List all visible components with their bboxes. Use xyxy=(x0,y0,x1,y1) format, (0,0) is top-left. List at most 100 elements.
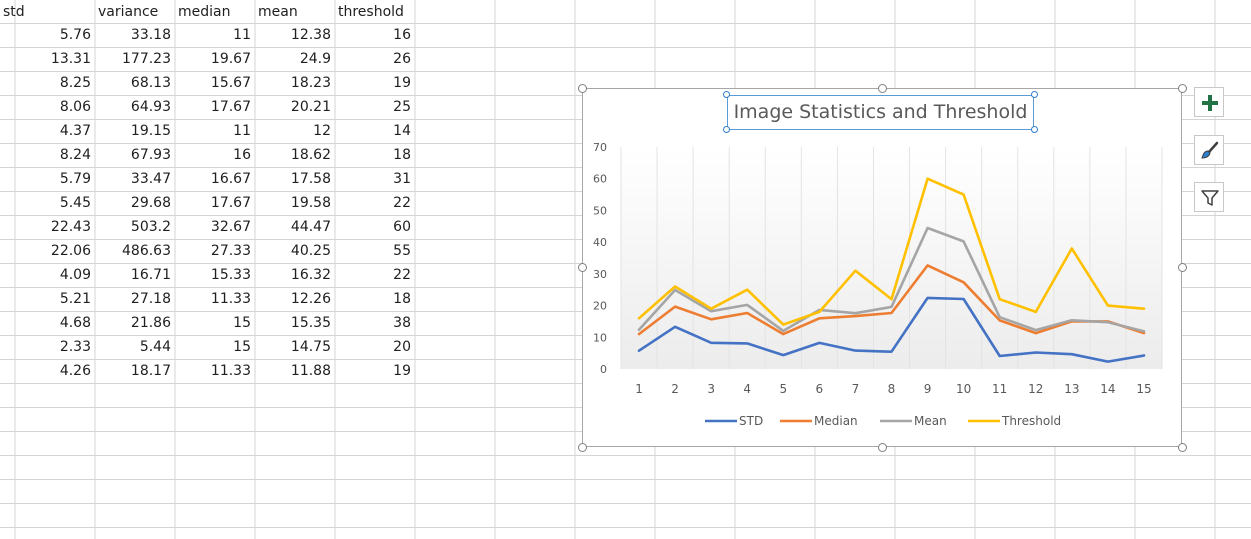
data-cell[interactable]: 18 xyxy=(393,291,411,307)
data-cell[interactable]: 22.43 xyxy=(50,219,91,235)
data-cell[interactable]: 14.75 xyxy=(290,339,331,355)
data-cell[interactable]: 5.45 xyxy=(59,195,91,211)
chart-resize-handle-top[interactable] xyxy=(878,84,887,93)
legend-entry-std[interactable]: STD xyxy=(705,414,763,428)
chart-resize-handle-top-left[interactable] xyxy=(578,84,587,93)
data-cell[interactable]: 27.33 xyxy=(210,243,251,259)
data-cell[interactable]: 19.58 xyxy=(290,195,331,211)
data-cell[interactable]: 20 xyxy=(393,339,411,355)
column-header-cell[interactable]: std xyxy=(3,4,25,20)
data-cell[interactable]: 15 xyxy=(233,315,251,331)
data-cell[interactable]: 15 xyxy=(233,339,251,355)
column-header-cell[interactable]: variance xyxy=(98,4,159,20)
data-cell[interactable]: 38 xyxy=(393,315,411,331)
data-cell[interactable]: 44.47 xyxy=(290,219,331,235)
data-cell[interactable]: 31 xyxy=(393,171,411,187)
data-cell[interactable]: 5.44 xyxy=(139,339,171,355)
data-cell[interactable]: 11.33 xyxy=(210,363,251,379)
data-cell[interactable]: 55 xyxy=(393,243,411,259)
data-cell[interactable]: 5.76 xyxy=(59,27,91,43)
data-cell[interactable]: 4.09 xyxy=(59,267,91,283)
title-resize-handle[interactable] xyxy=(1031,126,1038,133)
data-cell[interactable]: 11 xyxy=(233,27,251,43)
data-cell[interactable]: 68.13 xyxy=(130,75,171,91)
data-cell[interactable]: 27.18 xyxy=(130,291,171,307)
chart-styles-button[interactable] xyxy=(1194,135,1224,165)
data-cell[interactable]: 16.32 xyxy=(290,267,331,283)
legend-entry-threshold[interactable]: Threshold xyxy=(968,414,1061,428)
chart-title[interactable]: Image Statistics and Threshold xyxy=(727,95,1034,130)
data-cell[interactable]: 8.06 xyxy=(59,99,91,115)
data-cell[interactable]: 29.68 xyxy=(130,195,171,211)
data-cell[interactable]: 12 xyxy=(313,123,331,139)
data-cell[interactable]: 11.88 xyxy=(290,363,331,379)
chart-resize-handle-left[interactable] xyxy=(578,263,587,272)
data-cell[interactable]: 15.67 xyxy=(210,75,251,91)
data-cell[interactable]: 40.25 xyxy=(290,243,331,259)
data-cell[interactable]: 16 xyxy=(393,27,411,43)
data-cell[interactable]: 60 xyxy=(393,219,411,235)
data-cell[interactable]: 18.62 xyxy=(290,147,331,163)
data-cell[interactable]: 4.68 xyxy=(59,315,91,331)
chart-filters-button[interactable] xyxy=(1194,182,1224,212)
data-cell[interactable]: 21.86 xyxy=(130,315,171,331)
data-cell[interactable]: 16.71 xyxy=(130,267,171,283)
title-resize-handle[interactable] xyxy=(723,126,730,133)
data-cell[interactable]: 32.67 xyxy=(210,219,251,235)
data-cell[interactable]: 18.23 xyxy=(290,75,331,91)
data-cell[interactable]: 16 xyxy=(233,147,251,163)
data-cell[interactable]: 24.9 xyxy=(299,51,331,67)
data-cell[interactable]: 18.17 xyxy=(130,363,171,379)
data-cell[interactable]: 25 xyxy=(393,99,411,115)
data-cell[interactable]: 18 xyxy=(393,147,411,163)
data-cell[interactable]: 13.31 xyxy=(50,51,91,67)
data-cell[interactable]: 19.15 xyxy=(130,123,171,139)
chart-resize-handle-bottom-left[interactable] xyxy=(578,443,587,452)
data-cell[interactable]: 14 xyxy=(393,123,411,139)
data-cell[interactable]: 17.58 xyxy=(290,171,331,187)
data-cell[interactable]: 12.26 xyxy=(290,291,331,307)
chart-resize-handle-bottom-right[interactable] xyxy=(1178,443,1187,452)
data-cell[interactable]: 16.67 xyxy=(210,171,251,187)
chart-elements-button[interactable] xyxy=(1194,87,1224,117)
data-cell[interactable]: 15.35 xyxy=(290,315,331,331)
data-cell[interactable]: 4.26 xyxy=(59,363,91,379)
data-cell[interactable]: 11 xyxy=(233,123,251,139)
data-cell[interactable]: 8.24 xyxy=(59,147,91,163)
series-line-threshold[interactable] xyxy=(637,177,1146,326)
column-header-cell[interactable]: median xyxy=(178,4,231,20)
data-cell[interactable]: 177.23 xyxy=(122,51,171,67)
data-cell[interactable]: 503.2 xyxy=(130,219,171,235)
data-cell[interactable]: 19 xyxy=(393,75,411,91)
data-cell[interactable]: 19.67 xyxy=(210,51,251,67)
data-cell[interactable]: 486.63 xyxy=(122,243,171,259)
data-cell[interactable]: 8.25 xyxy=(59,75,91,91)
legend-entry-mean[interactable]: Mean xyxy=(880,414,947,428)
column-header-cell[interactable]: threshold xyxy=(338,4,404,20)
chart-resize-handle-top-right[interactable] xyxy=(1178,84,1187,93)
legend-entry-median[interactable]: Median xyxy=(780,414,858,428)
data-cell[interactable]: 26 xyxy=(393,51,411,67)
data-cell[interactable]: 19 xyxy=(393,363,411,379)
series-line-median[interactable] xyxy=(637,264,1146,336)
data-cell[interactable]: 20.21 xyxy=(290,99,331,115)
data-cell[interactable]: 4.37 xyxy=(59,123,91,139)
data-cell[interactable]: 64.93 xyxy=(130,99,171,115)
chart-resize-handle-right[interactable] xyxy=(1178,263,1187,272)
data-cell[interactable]: 33.47 xyxy=(130,171,171,187)
column-header-cell[interactable]: mean xyxy=(258,4,298,20)
data-cell[interactable]: 17.67 xyxy=(210,99,251,115)
series-line-std[interactable] xyxy=(637,296,1146,363)
data-cell[interactable]: 22 xyxy=(393,267,411,283)
data-cell[interactable]: 67.93 xyxy=(130,147,171,163)
data-cell[interactable]: 22 xyxy=(393,195,411,211)
data-cell[interactable]: 12.38 xyxy=(290,27,331,43)
data-cell[interactable]: 33.18 xyxy=(130,27,171,43)
title-resize-handle[interactable] xyxy=(723,91,730,98)
data-cell[interactable]: 15.33 xyxy=(210,267,251,283)
data-cell[interactable]: 11.33 xyxy=(210,291,251,307)
data-cell[interactable]: 5.79 xyxy=(59,171,91,187)
chart-resize-handle-bottom[interactable] xyxy=(878,443,887,452)
series-line-mean[interactable] xyxy=(637,226,1146,333)
title-resize-handle[interactable] xyxy=(1031,91,1038,98)
